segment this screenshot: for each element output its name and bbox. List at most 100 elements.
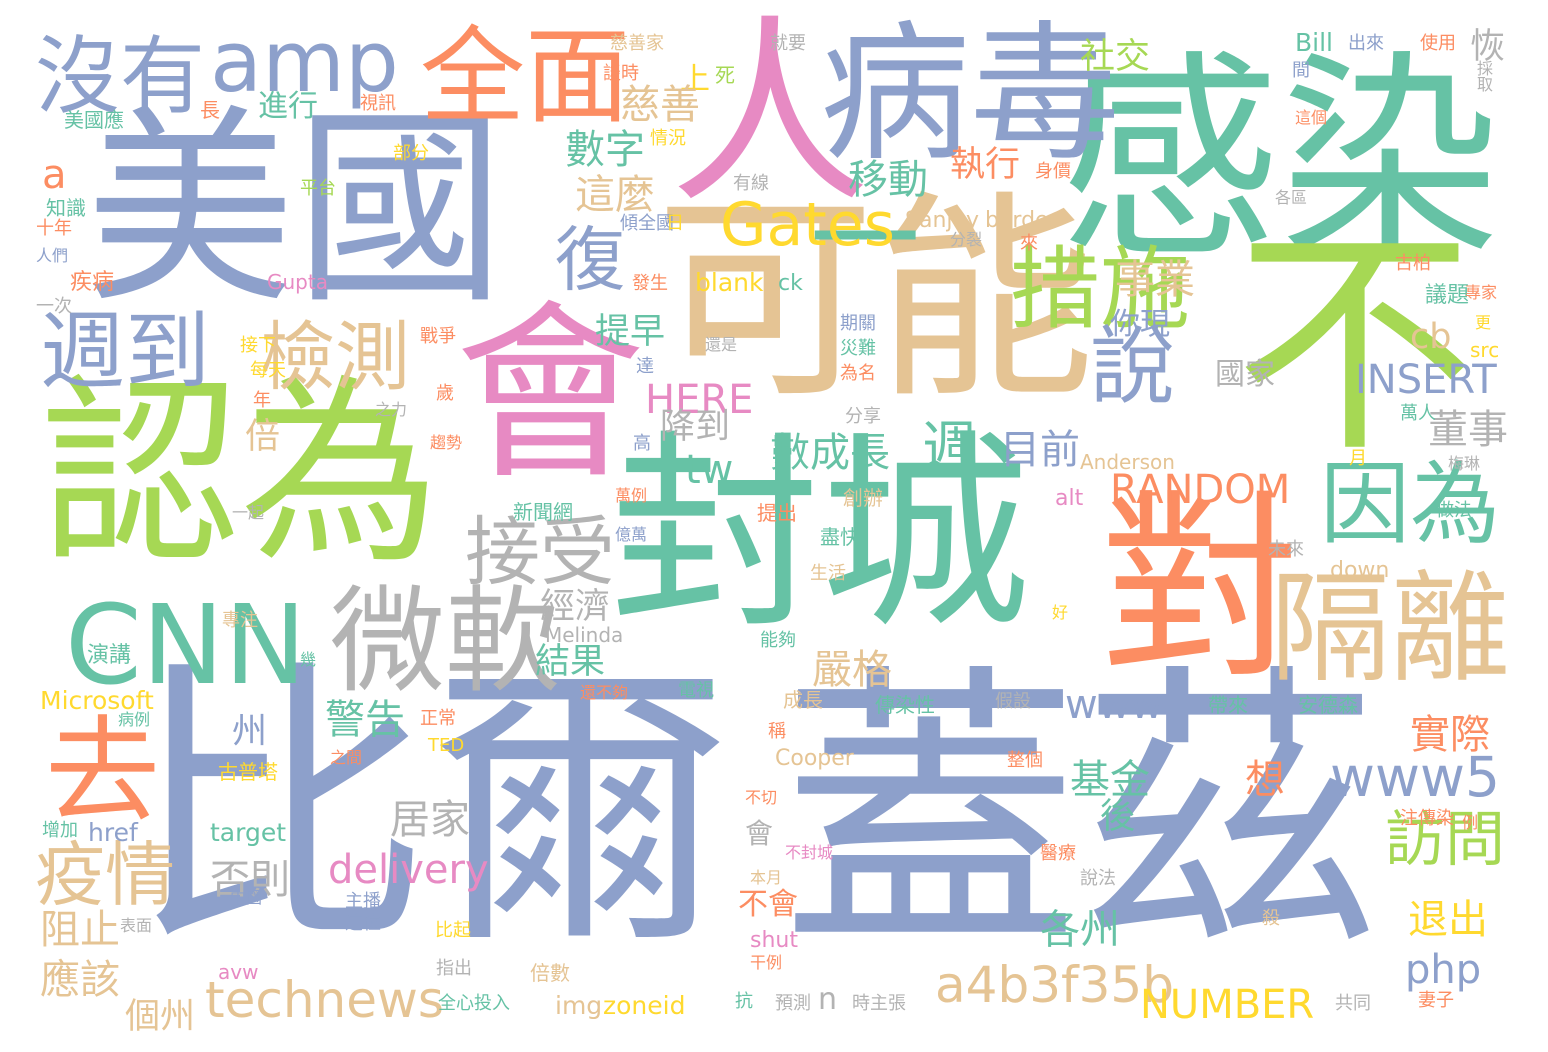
- cloud-word: 週: [922, 415, 978, 479]
- cloud-word: INSERT: [1355, 357, 1497, 403]
- cloud-word: 預測: [775, 993, 811, 1014]
- cloud-word: 進行: [258, 89, 318, 124]
- cloud-word: 退出: [1408, 897, 1488, 943]
- cloud-word: Anderson: [1080, 450, 1175, 474]
- cloud-word: HERE: [645, 377, 754, 423]
- cloud-word: down: [1330, 558, 1390, 583]
- cloud-word: 你現: [1110, 307, 1170, 342]
- cloud-word: 會: [745, 817, 774, 850]
- cloud-word: 數成長: [770, 430, 890, 476]
- cloud-word: 否則: [210, 857, 290, 903]
- cloud-word: 認為: [40, 358, 441, 591]
- cloud-word: 為名: [840, 363, 876, 384]
- cloud-word: 沒有: [35, 28, 206, 127]
- cloud-word: 使用: [1420, 33, 1456, 54]
- cloud-word: delivery: [328, 847, 489, 893]
- cloud-word: 居家: [390, 797, 470, 843]
- cloud-word: 數字: [565, 127, 645, 173]
- cloud-word: 國家: [1215, 357, 1275, 392]
- cloud-word: RANDOM: [1110, 467, 1291, 513]
- cloud-word: 古柏: [1395, 253, 1431, 274]
- cloud-word: 採取: [1474, 60, 1493, 92]
- cloud-word: a4b3f35b: [935, 956, 1174, 1014]
- cloud-word: 提早: [595, 312, 666, 352]
- cloud-word: 身價: [1035, 161, 1071, 182]
- cloud-word: 增加: [42, 820, 78, 841]
- cloud-word: 經濟: [540, 587, 611, 627]
- cloud-word: 基金: [1070, 757, 1150, 803]
- cloud-word: 日: [666, 213, 684, 234]
- cloud-word: 因為: [1320, 452, 1500, 557]
- cloud-word: 可能: [655, 172, 1096, 428]
- cloud-word: 慈善: [620, 82, 700, 128]
- cloud-word: 阻止: [40, 907, 120, 953]
- cloud-word: 警告: [325, 697, 405, 743]
- cloud-word: 十年: [36, 218, 72, 239]
- cloud-word: 各州: [1040, 907, 1120, 953]
- cloud-word: 接下: [240, 335, 276, 356]
- cloud-word: 還不夠: [580, 683, 629, 702]
- cloud-word: Melinda: [545, 623, 624, 647]
- cloud-word: 之力: [375, 400, 408, 419]
- cloud-word: 古普塔: [218, 760, 278, 784]
- cloud-word: Cooper: [775, 746, 854, 771]
- cloud-word: 正常: [420, 708, 456, 729]
- cloud-word: 幾: [300, 650, 317, 669]
- cloud-word: 感染: [1060, 32, 1501, 288]
- cloud-word: technews: [205, 971, 444, 1029]
- cloud-word: 提出: [757, 501, 797, 525]
- cloud-word: 董事: [1428, 407, 1508, 453]
- cloud-word: 抗: [735, 991, 753, 1012]
- cloud-word: 目前: [1000, 427, 1080, 473]
- cloud-word: 州: [232, 712, 268, 752]
- cloud-word: 整個: [1007, 750, 1043, 771]
- cloud-word: 上: [680, 62, 710, 97]
- cloud-word: 措施: [1010, 237, 1190, 342]
- cloud-word: 假設: [995, 691, 1031, 712]
- cloud-word: 達: [636, 356, 654, 377]
- cloud-word: 月: [1349, 448, 1367, 469]
- cloud-word: 這個: [1295, 108, 1328, 127]
- cloud-word: tw: [685, 447, 734, 493]
- cloud-word: 人們: [36, 246, 69, 265]
- cloud-word: 高: [633, 433, 651, 454]
- cloud-word: 應該: [40, 957, 120, 1003]
- cloud-word: blank: [695, 268, 764, 297]
- cloud-word: amp: [210, 13, 399, 112]
- cloud-word: 這位: [345, 913, 381, 934]
- cloud-word: 表面: [120, 916, 153, 935]
- cloud-word: 倍數: [530, 961, 570, 985]
- cloud-word: Gupta: [267, 270, 328, 294]
- cloud-word: Sanjay: [905, 208, 980, 233]
- cloud-word: 接受: [465, 508, 616, 596]
- cloud-word: 做法: [1436, 500, 1472, 521]
- cloud-word: 萬人: [1400, 403, 1436, 424]
- cloud-word: 倍: [245, 417, 281, 457]
- cloud-word: 指出: [436, 958, 472, 979]
- cloud-word: 恢: [1470, 27, 1506, 67]
- cloud-word: 去: [45, 705, 161, 839]
- cloud-word: TED: [428, 735, 465, 756]
- cloud-word: 萬例: [615, 486, 648, 505]
- cloud-word: 能夠: [760, 630, 796, 651]
- cloud-word: 傾全國: [620, 213, 674, 234]
- cloud-word: 檢測: [260, 313, 411, 401]
- cloud-word: 隔離: [1270, 560, 1510, 699]
- cloud-word: Microsoft: [40, 686, 154, 715]
- cloud-word: 年: [253, 390, 271, 411]
- cloud-word: 歲: [436, 383, 454, 404]
- cloud-word: 全面: [420, 16, 631, 138]
- cloud-word: 慈善家: [610, 33, 664, 54]
- cloud-word: 不會: [738, 887, 798, 922]
- cloud-word: 對: [1100, 473, 1301, 706]
- cloud-word: 疾病: [70, 270, 115, 295]
- cloud-word: 平台: [300, 178, 336, 199]
- cloud-word: 情況: [650, 128, 686, 149]
- cloud-word: 病例: [118, 710, 151, 729]
- cloud-word: 各區: [1275, 188, 1308, 207]
- cloud-word: 好: [1052, 603, 1069, 622]
- cloud-word: 有線: [733, 173, 769, 194]
- cloud-word: zoneid: [603, 991, 686, 1020]
- cloud-word: 社交: [1080, 37, 1151, 77]
